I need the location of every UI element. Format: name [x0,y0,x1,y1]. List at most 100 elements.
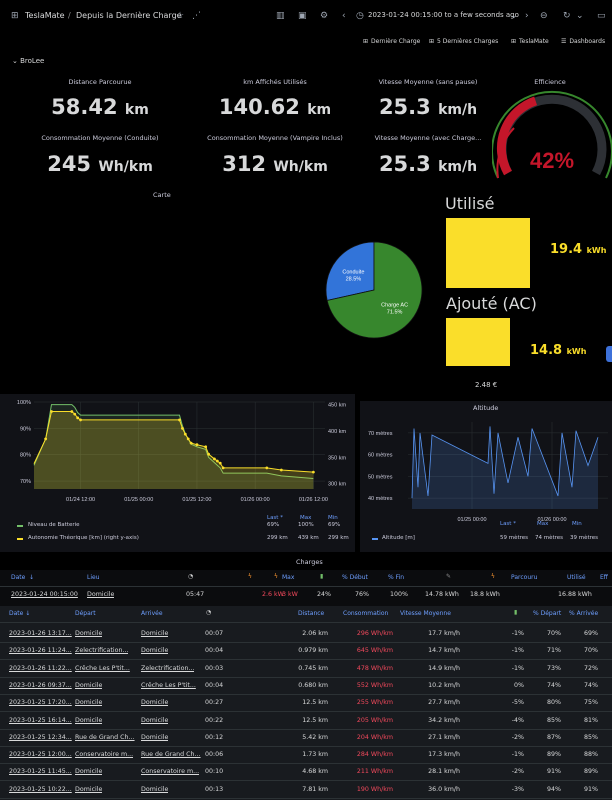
table-row[interactable]: 2023-01-25 16:14... Domicile Domicile 00:22… [0,713,612,730]
drives-col-date[interactable]: Date ↓ [9,610,31,617]
charges-col-utilise[interactable]: Utilisé [567,574,586,581]
legend-range-min: 299 km [328,535,349,541]
dashboard-link-2[interactable]: ⊞ 5 Dernières Charges [429,37,499,45]
table-row[interactable]: 2023-01-25 11:45... Domicile Conservatoire… [0,764,612,782]
table-row[interactable]: 2023-01-26 11:24... Zelectrification... Do… [0,643,612,661]
chevron-down-icon[interactable]: ⌄ [510,11,518,21]
cell-depart[interactable]: Crêche Les P'tit... [75,664,130,672]
cell-arrivee[interactable]: Domicile [141,716,169,724]
cell-arrivee[interactable]: Conservatoire m... [141,768,200,776]
add-panel-icon[interactable]: ▥ [276,11,285,21]
zoom-out-icon[interactable]: ⊖ [540,11,548,21]
charges-col-eff[interactable]: Eff [600,574,608,581]
table-row[interactable]: 2023-01-25 12:00... Conservatoire m... Rue… [0,747,612,765]
side-handle[interactable] [606,346,612,362]
charges-col-energy-icon[interactable]: ϟ [491,573,495,580]
cell-duree: 00:13 [205,785,224,793]
cell-depart[interactable]: Zelectrification... [75,647,129,655]
cell-arrivee[interactable]: Domicile [141,647,169,655]
cell-arrivee[interactable]: Rue de Grand Ch... [141,751,201,759]
cell-date[interactable]: 2023-01-25 10:22... [9,785,72,793]
table-row[interactable]: 2023-01-26 11:22... Crêche Les P'tit... Ze… [0,661,612,678]
charges-col-date-sort-icon[interactable]: ↓ [29,574,35,581]
cell-depart[interactable]: Domicile [75,699,103,707]
drives-col-parrivee[interactable]: % Arrivée [569,610,599,617]
alt-legend-name[interactable]: Altitude [m] [382,535,415,541]
charges-col-max-icon[interactable]: ϟ [274,573,278,580]
cell-depart[interactable]: Domicile [75,785,103,793]
series-point [213,457,216,461]
dashboard-title[interactable]: Depuis la Dernière Charge [76,11,182,20]
refresh-interval-dropdown-icon[interactable]: ⌄ [576,11,584,21]
cell-depart[interactable]: Domicile [75,768,103,776]
charges-col-date[interactable]: Date [11,574,26,581]
drives-col-pdepart[interactable]: % Départ [533,610,562,617]
charges-row-date[interactable]: 2023-01-24 00:15:00 [11,591,78,598]
cell-depart[interactable]: Conservatoire m... [75,751,134,759]
dashboard-link-3[interactable]: ⊞ TeslaMate [511,37,549,45]
cell-arrivee[interactable]: Domicile [141,785,169,793]
legend-range-name[interactable]: Autonomie Théorique [km] (right y-axis) [28,535,139,541]
refresh-icon[interactable]: ↻ [563,11,571,21]
charges-col-lieu[interactable]: Lieu [87,574,100,581]
table-row[interactable]: 2023-01-25 17:20... Domicile Domicile 00:27… [0,695,612,713]
cell-pdepart: 89% [547,751,561,759]
cell-depart[interactable]: Domicile [75,716,103,724]
cell-pdepart: 85% [547,716,561,724]
cell-arrivee[interactable]: Crêche Les P'tit... [141,681,196,689]
settings-icon[interactable]: ⚙ [320,11,329,21]
pie-slice-1[interactable] [326,241,423,339]
charges-row-lieu[interactable]: Domicile [87,591,115,598]
dashboard-link-1[interactable]: ⊞ Dernière Charge [363,37,421,45]
table-row[interactable]: 2023-01-26 09:37... Domicile Crêche Les P'… [0,678,612,695]
charges-col-battery-icon[interactable]: ▮ [320,573,324,580]
share-icon[interactable]: ⋰ [192,11,201,21]
charges-col-parcouru[interactable]: Parcouru [511,574,538,581]
table-row[interactable]: 2023-01-25 10:22... Domicile Domicile 00:13… [0,782,612,799]
table-row[interactable]: 2023-01-26 13:17... Domicile Domicile 00:07… [0,626,612,643]
cell-date[interactable]: 2023-01-25 12:34... [9,733,72,741]
charges-col-power-icon[interactable]: ϟ [248,573,252,580]
drives-col-distance[interactable]: Distance [298,610,325,617]
charges-col-plug-icon[interactable]: ✎ [446,573,452,580]
drives-col-conso[interactable]: Consommation [343,610,389,617]
cell-date[interactable]: 2023-01-26 13:17... [9,630,72,637]
dashboard-link-4[interactable]: ☰ Dashboards [561,37,606,45]
cell-depart[interactable]: Rue de Grand Ch... [75,733,135,741]
cell-date[interactable]: 2023-01-26 09:37... [9,681,72,689]
cell-date[interactable]: 2023-01-25 12:00... [9,751,72,759]
cell-depart[interactable]: Domicile [75,630,103,637]
cell-arrivee[interactable]: Domicile [141,630,169,637]
drives-col-vitesse[interactable]: Vitesse Moyenne [400,610,451,617]
cell-date[interactable]: 2023-01-25 17:20... [9,699,72,707]
chevron-left-icon[interactable]: ‹ [342,11,346,21]
table-row[interactable]: 2023-01-25 12:34... Rue de Grand Ch... Dom… [0,730,612,747]
cell-arrivee[interactable]: Domicile [141,699,169,707]
star-icon[interactable]: ☆ [176,11,185,21]
pie-slice-0[interactable] [325,241,375,301]
drives-col-arrivee[interactable]: Arrivée [141,610,163,617]
charges-col-end[interactable]: % Fin [388,574,405,581]
cell-date[interactable]: 2023-01-25 16:14... [9,716,72,724]
cell-date[interactable]: 2023-01-25 11:45... [9,768,72,776]
save-icon[interactable]: ▣ [298,11,307,21]
charges-col-duration-icon[interactable]: ◔ [188,573,194,580]
tv-mode-icon[interactable]: ▭ [597,11,606,21]
row-header[interactable]: ⌄ BroLee [12,57,44,65]
cell-pdepart: 73% [547,664,561,672]
cell-date[interactable]: 2023-01-26 11:24... [9,647,72,655]
cell-arrivee[interactable]: Zelectrification... [141,664,195,672]
legend-battery-name[interactable]: Niveau de Batterie [28,522,80,528]
charges-col-max[interactable]: Max [282,574,295,581]
charges-col-start[interactable]: % Début [342,574,368,581]
drives-col-battery-icon[interactable]: ▮ [514,609,518,616]
cell-arrivee[interactable]: Domicile [141,733,169,741]
drives-col-duration-icon[interactable]: ◔ [206,609,212,616]
chevron-right-icon[interactable]: › [525,11,529,21]
app-title[interactable]: TeslaMate [25,11,65,20]
apps-grid-icon[interactable]: ⊞ [11,11,19,21]
drives-col-depart[interactable]: Départ [75,610,96,617]
cell-date[interactable]: 2023-01-26 11:22... [9,664,72,672]
cell-depart[interactable]: Domicile [75,681,103,689]
time-range-picker[interactable]: 2023-01-24 00:15:00 to a few seconds ago [368,11,519,19]
